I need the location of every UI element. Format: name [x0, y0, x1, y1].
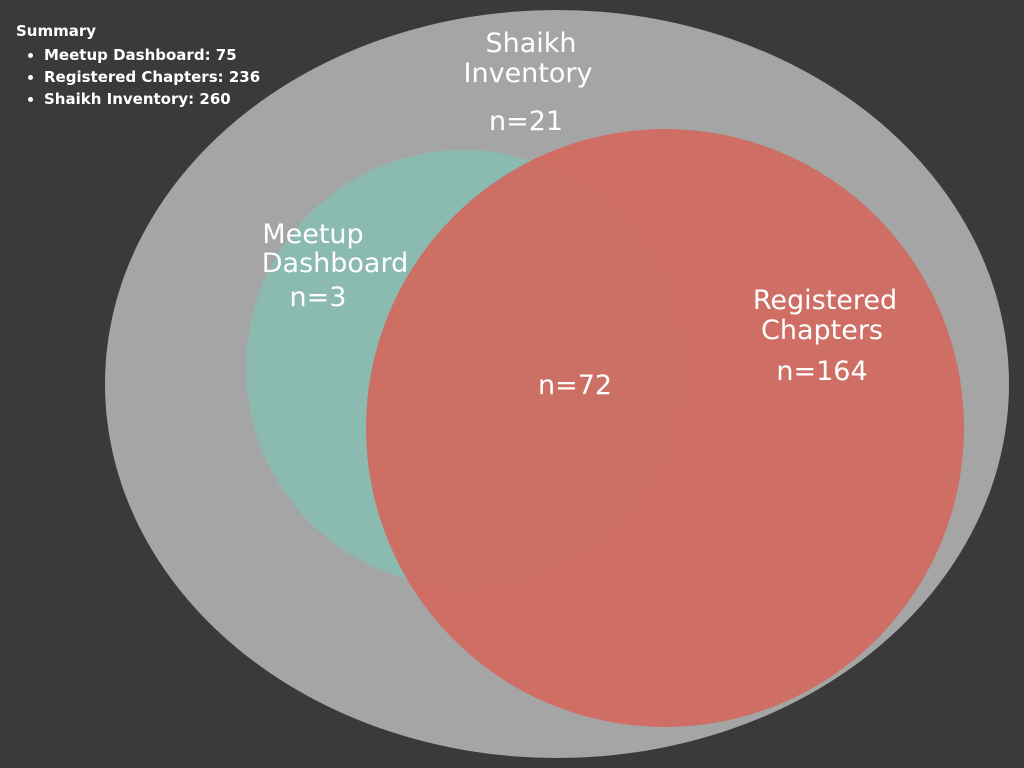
meetup-count: n=3 — [290, 282, 347, 313]
chapters-label-line2: Chapters — [761, 315, 883, 346]
inventory-label-line2: Inventory — [464, 58, 593, 89]
summary-list: Meetup Dashboard: 75 Registered Chapters… — [16, 44, 260, 110]
summary-item-label: Registered Chapters — [44, 68, 218, 86]
summary-item-count: 236 — [228, 68, 261, 86]
summary-item-label: Shaikh Inventory — [44, 90, 189, 108]
inventory-label-line1: Shaikh — [485, 28, 576, 59]
summary-panel: Summary Meetup Dashboard: 75 Registered … — [16, 22, 260, 110]
summary-title: Summary — [16, 22, 97, 40]
chapters-count: n=164 — [776, 356, 867, 387]
summary-item-count: 260 — [199, 90, 231, 108]
summary-item-label: Meetup Dashboard — [44, 46, 205, 64]
meetup-label-line2: Dashboard — [262, 248, 408, 279]
summary-item: Meetup Dashboard: 75 — [44, 44, 260, 66]
summary-item: Shaikh Inventory: 260 — [44, 88, 260, 110]
inventory-count: n=21 — [489, 106, 563, 137]
overlap-count: n=72 — [538, 370, 612, 401]
summary-item: Registered Chapters: 236 — [44, 66, 260, 88]
set-registered-chapters — [366, 129, 964, 727]
meetup-label-line1: Meetup — [262, 219, 363, 250]
summary-item-count: 75 — [215, 46, 237, 64]
chapters-label-line1: Registered — [753, 285, 897, 316]
